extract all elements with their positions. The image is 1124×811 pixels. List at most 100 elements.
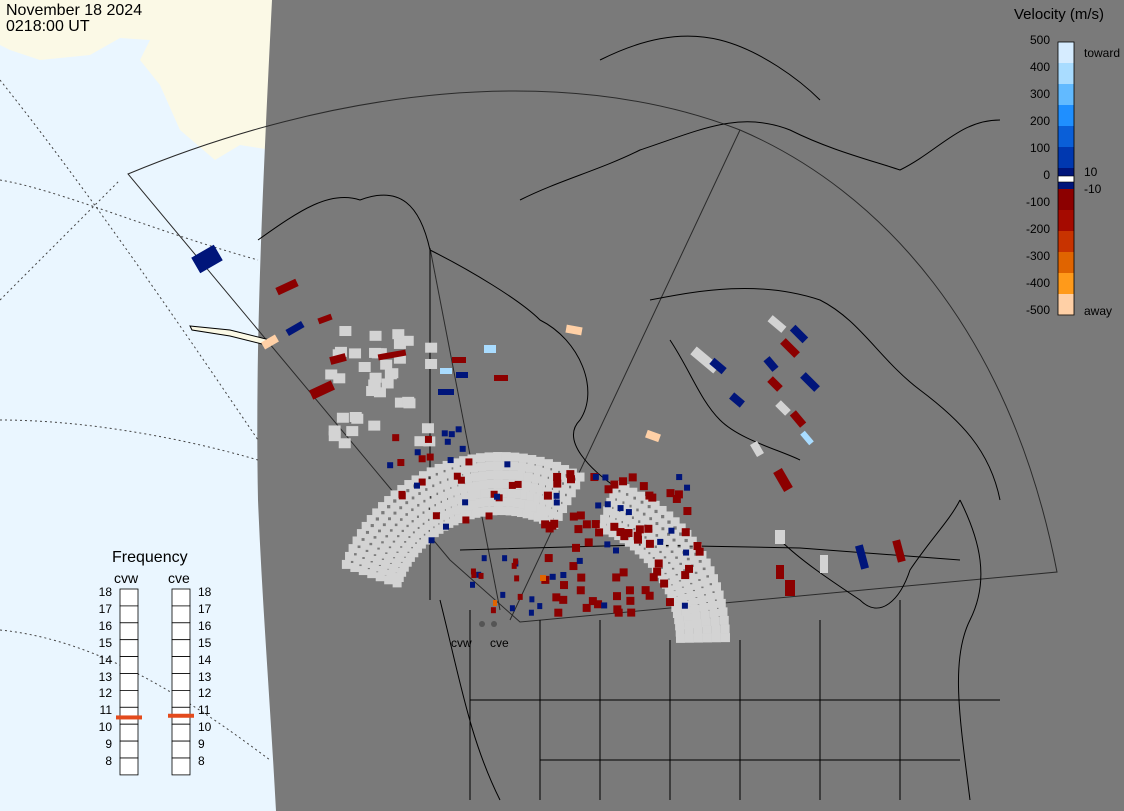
echo-cell xyxy=(705,566,715,576)
echo-cell xyxy=(682,560,692,570)
echo-cell xyxy=(429,517,439,527)
echo-cell xyxy=(402,504,412,514)
frequency-scale-label: 10 xyxy=(198,720,212,735)
echo-cell xyxy=(693,626,703,636)
echo-cell xyxy=(442,460,452,470)
echo-cell xyxy=(394,573,404,583)
echo-cell xyxy=(711,633,721,643)
echo-cell xyxy=(659,558,669,568)
echo-cell xyxy=(535,456,545,466)
echo-cell xyxy=(690,604,700,614)
echo-cell xyxy=(553,492,560,499)
colorbar-tick-label: -400 xyxy=(1025,276,1050,290)
echo-cell xyxy=(522,481,532,491)
echo-cell xyxy=(528,510,538,520)
frequency-bar-cell xyxy=(171,605,191,624)
echo-cell xyxy=(397,567,407,577)
echo-cell xyxy=(545,524,554,533)
echo-cell xyxy=(693,562,703,572)
echo-cell xyxy=(376,532,386,542)
legend-pos-min-label: 10 xyxy=(1084,165,1098,179)
echo-cell xyxy=(892,539,906,563)
echo-cell xyxy=(434,524,444,534)
echo-cell xyxy=(514,480,522,488)
echo-cell xyxy=(672,494,681,503)
echo-cell xyxy=(493,479,503,489)
echo-cell xyxy=(690,346,720,374)
echo-cell xyxy=(576,586,585,595)
frequency-title: Frequency xyxy=(112,549,188,566)
echo-cell xyxy=(684,484,691,491)
echo-cell xyxy=(773,467,793,493)
echo-cell xyxy=(767,315,787,333)
echo-cell xyxy=(546,498,556,508)
echo-cell xyxy=(720,624,730,634)
echo-cell xyxy=(392,329,405,340)
echo-cell xyxy=(693,542,702,551)
colorbar-tick-label: -300 xyxy=(1025,249,1050,263)
echo-cell xyxy=(643,554,653,564)
echo-cell xyxy=(334,346,347,357)
echo-cell xyxy=(602,525,612,535)
echo-cell xyxy=(602,474,609,481)
echo-cell xyxy=(789,324,809,344)
echo-cell xyxy=(569,512,578,521)
echo-cell xyxy=(345,551,355,561)
echo-cell xyxy=(785,580,795,596)
colorbar-segment xyxy=(1058,273,1074,295)
echo-cell xyxy=(694,588,704,598)
echo-cell xyxy=(663,535,673,545)
frequency-bar-cell xyxy=(119,723,139,742)
echo-cell xyxy=(490,607,496,614)
echo-cell xyxy=(444,488,454,498)
echo-cell xyxy=(395,537,405,547)
echo-cell xyxy=(391,558,401,568)
echo-cell xyxy=(640,515,650,525)
echo-cell xyxy=(624,537,634,547)
echo-cell xyxy=(750,440,764,458)
echo-cell xyxy=(414,494,424,504)
frequency-bar-cell xyxy=(171,673,191,691)
colorbar-segment xyxy=(1058,189,1074,211)
echo-cell xyxy=(657,505,667,515)
echo-cell xyxy=(372,555,382,565)
echo-cell xyxy=(677,594,687,604)
echo-cell xyxy=(386,368,399,379)
echo-cell xyxy=(667,591,677,601)
echo-cell xyxy=(452,357,466,363)
echo-cell xyxy=(536,484,546,494)
echo-cell xyxy=(390,514,400,524)
frequency-scale-label: 12 xyxy=(98,686,112,701)
echo-cell xyxy=(540,575,546,581)
echo-cell xyxy=(683,507,692,516)
echo-cell xyxy=(674,490,683,499)
echo-cell xyxy=(553,479,562,488)
echo-cell xyxy=(493,461,503,471)
echo-cell xyxy=(505,506,515,516)
echo-cell xyxy=(820,555,828,573)
echo-cell xyxy=(375,572,385,582)
frequency-scale-label: 12 xyxy=(198,686,212,701)
frequency-radar-cve: cve xyxy=(168,570,190,586)
echo-cell xyxy=(369,330,382,341)
frequency-scale-label: 14 xyxy=(198,652,212,667)
echo-cell xyxy=(397,459,405,467)
frequency-scale-label: 15 xyxy=(98,635,112,650)
echo-cell xyxy=(695,547,704,556)
echo-cell xyxy=(576,557,583,564)
echo-cell xyxy=(413,482,420,489)
frequency-scale-label: 9 xyxy=(198,737,205,752)
colorbar-segment xyxy=(1058,126,1074,148)
frequency-scale-label: 10 xyxy=(98,720,112,735)
echo-cell xyxy=(317,313,333,325)
echo-cell xyxy=(512,498,522,508)
echo-cell xyxy=(693,633,703,643)
echo-cell xyxy=(349,348,362,359)
echo-cell xyxy=(518,499,528,509)
echo-cell xyxy=(566,470,575,479)
echo-cell xyxy=(729,392,745,408)
echo-cell xyxy=(676,523,686,533)
echo-cell xyxy=(624,529,633,538)
echo-cell xyxy=(391,542,401,552)
